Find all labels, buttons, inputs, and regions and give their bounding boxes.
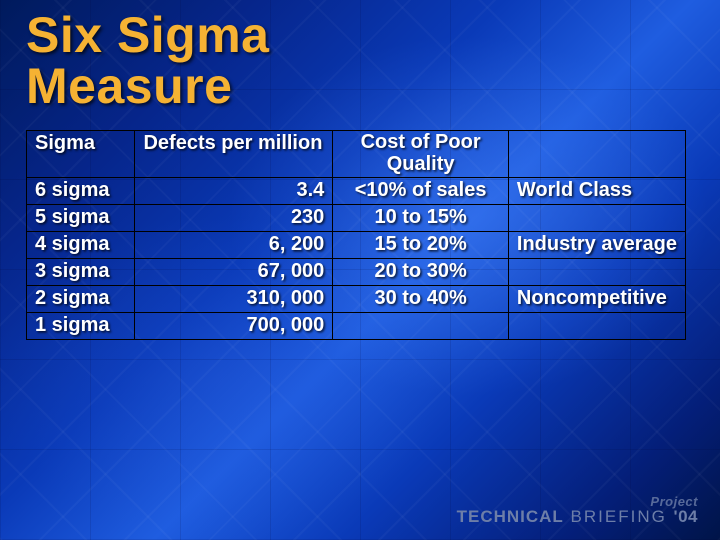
table-row: 2 sigma 310, 000 30 to 40% Noncompetitiv… <box>27 286 686 313</box>
slide-title: Six Sigma Measure <box>26 10 694 112</box>
table-row: 1 sigma 700, 000 <box>27 313 686 340</box>
col-header-cost: Cost of PoorQuality <box>333 131 509 178</box>
cell-cost <box>333 313 509 340</box>
table-row: 3 sigma 67, 000 20 to 30% <box>27 259 686 286</box>
title-line-1: Six Sigma <box>26 10 694 61</box>
cell-class <box>508 205 685 232</box>
footer-line-2: TECHNICAL BRIEFING '04 <box>457 508 698 526</box>
cell-cost: 10 to 15% <box>333 205 509 232</box>
cell-class: Industry average <box>508 232 685 259</box>
table-row: 6 sigma 3.4 <10% of sales World Class <box>27 178 686 205</box>
cell-defects: 6, 200 <box>135 232 333 259</box>
cell-defects: 3.4 <box>135 178 333 205</box>
cell-sigma: 5 sigma <box>27 205 135 232</box>
footer-year: '04 <box>674 507 698 526</box>
footer-brief: BRIEFING <box>564 507 674 526</box>
table-body: 6 sigma 3.4 <10% of sales World Class 5 … <box>27 178 686 340</box>
table-row: 4 sigma 6, 200 15 to 20% Industry averag… <box>27 232 686 259</box>
cell-defects: 700, 000 <box>135 313 333 340</box>
six-sigma-table: Sigma Defects per million Cost of PoorQu… <box>26 130 686 340</box>
cell-sigma: 2 sigma <box>27 286 135 313</box>
table-header: Sigma Defects per million Cost of PoorQu… <box>27 131 686 178</box>
cell-defects: 230 <box>135 205 333 232</box>
cell-defects: 67, 000 <box>135 259 333 286</box>
title-line-2: Measure <box>26 61 694 112</box>
footer-tech: TECHNICAL <box>457 507 564 526</box>
cell-sigma: 3 sigma <box>27 259 135 286</box>
cell-cost: 15 to 20% <box>333 232 509 259</box>
col-header-class <box>508 131 685 178</box>
footer-branding: Project TECHNICAL BRIEFING '04 <box>457 495 698 526</box>
table-row: 5 sigma 230 10 to 15% <box>27 205 686 232</box>
cell-class: World Class <box>508 178 685 205</box>
cell-defects: 310, 000 <box>135 286 333 313</box>
slide: Six Sigma Measure Sigma Defects per mill… <box>0 0 720 540</box>
cell-cost: 20 to 30% <box>333 259 509 286</box>
cell-sigma: 1 sigma <box>27 313 135 340</box>
col-header-defects: Defects per million <box>135 131 333 178</box>
cell-cost: 30 to 40% <box>333 286 509 313</box>
cell-sigma: 6 sigma <box>27 178 135 205</box>
cell-class <box>508 259 685 286</box>
footer-line-1: Project <box>457 495 698 509</box>
cell-sigma: 4 sigma <box>27 232 135 259</box>
cell-cost: <10% of sales <box>333 178 509 205</box>
cell-class <box>508 313 685 340</box>
table-header-row: Sigma Defects per million Cost of PoorQu… <box>27 131 686 178</box>
cell-class: Noncompetitive <box>508 286 685 313</box>
col-header-sigma: Sigma <box>27 131 135 178</box>
